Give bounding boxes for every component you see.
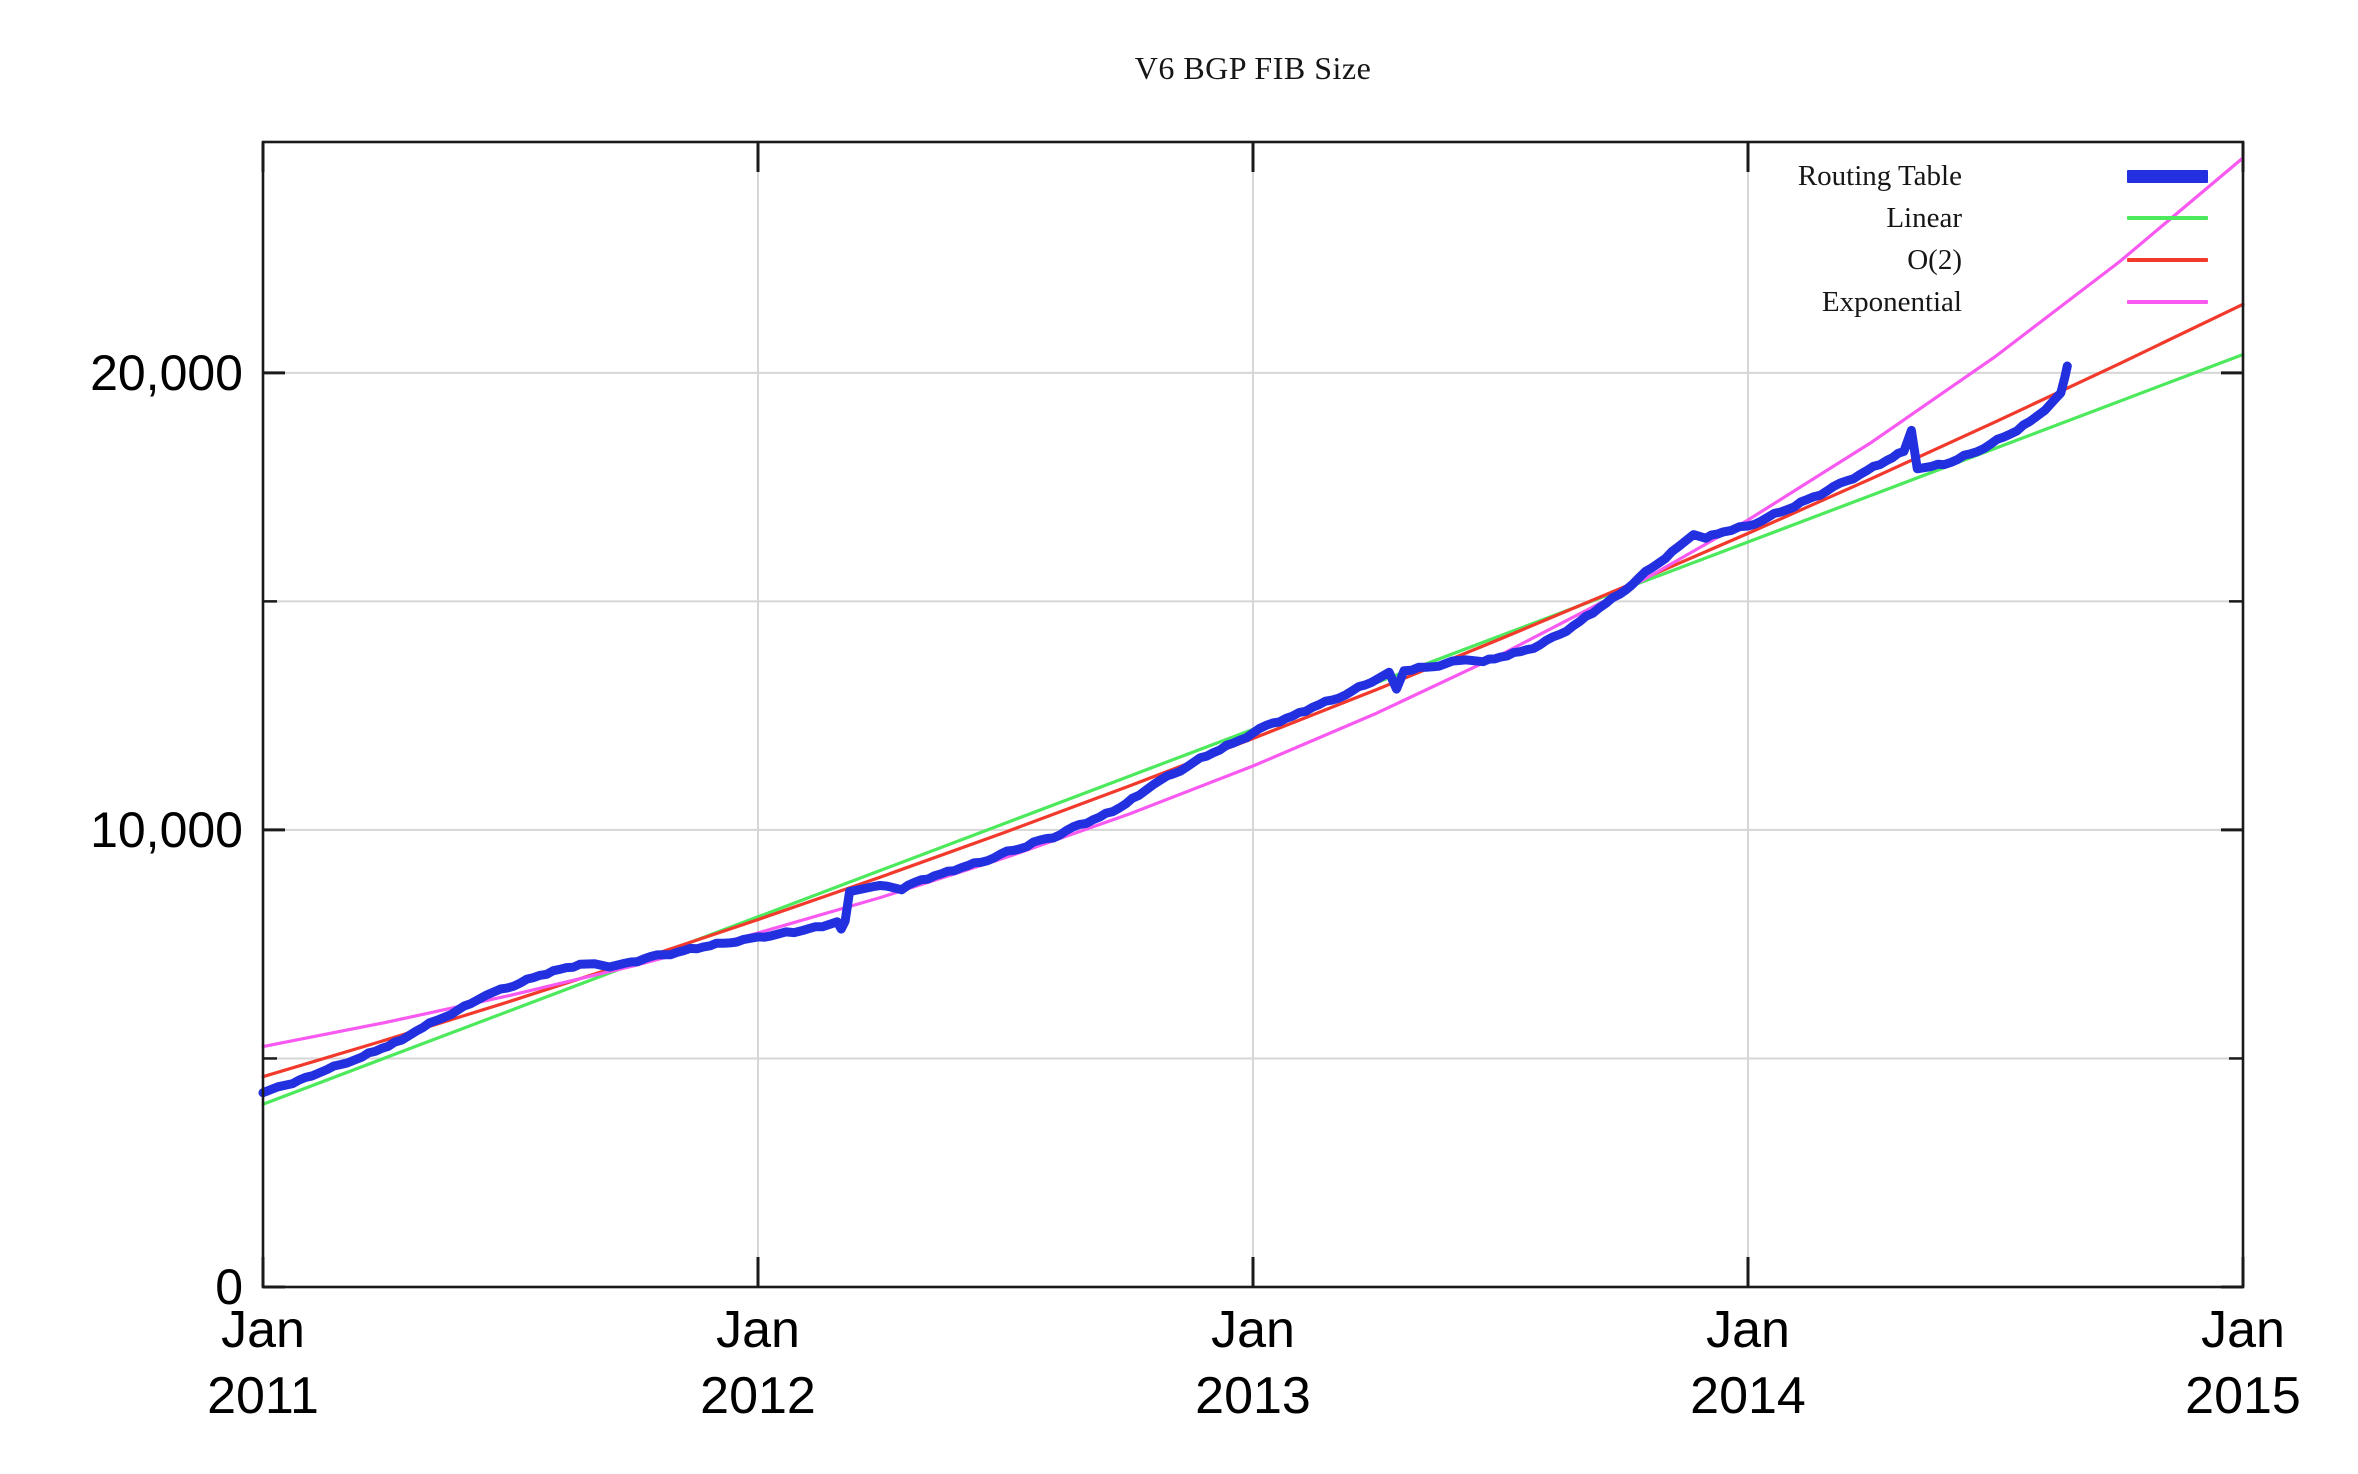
legend-label: Exponential bbox=[1821, 286, 1962, 318]
x-axis-tick-year: 2015 bbox=[2185, 1367, 2301, 1425]
legend-item: O(2) bbox=[1700, 239, 2208, 281]
x-axis-tick-year: 2013 bbox=[1195, 1367, 1311, 1425]
y-axis-tick-label: 10,000 bbox=[90, 801, 243, 858]
legend-line-swatch bbox=[2127, 216, 2208, 220]
legend-item: Exponential bbox=[1700, 281, 2208, 323]
x-axis-tick-month: Jan bbox=[1211, 1301, 1295, 1359]
series-line-routing-table bbox=[258, 361, 2072, 1098]
x-axis-tick-month: Jan bbox=[716, 1301, 800, 1359]
legend-item: Linear bbox=[1700, 197, 2208, 239]
x-axis-tick-year: 2012 bbox=[700, 1367, 816, 1425]
legend-item: Routing Table bbox=[1700, 155, 2208, 197]
x-axis-tick-month: Jan bbox=[1706, 1301, 1790, 1359]
x-axis-tick-year: 2014 bbox=[1690, 1367, 1806, 1425]
series-line-exponential bbox=[261, 156, 2245, 1049]
legend-line-swatch bbox=[2127, 258, 2208, 262]
y-axis-tick-label: 20,000 bbox=[90, 344, 243, 401]
chart-title: V6 BGP FIB Size bbox=[1134, 50, 1372, 86]
legend-line-swatch bbox=[2127, 169, 2208, 183]
legend-label: O(2) bbox=[1907, 244, 1962, 276]
legend-line-swatch bbox=[2127, 300, 2208, 304]
legend-label: Routing Table bbox=[1797, 160, 1962, 192]
x-axis-tick-month: Jan bbox=[221, 1301, 305, 1359]
y-axis-tick-label: 0 bbox=[215, 1259, 243, 1315]
legend-label: Linear bbox=[1886, 202, 1962, 234]
x-axis-tick-month: Jan bbox=[2201, 1301, 2285, 1359]
x-axis-tick-year: 2011 bbox=[207, 1367, 319, 1425]
